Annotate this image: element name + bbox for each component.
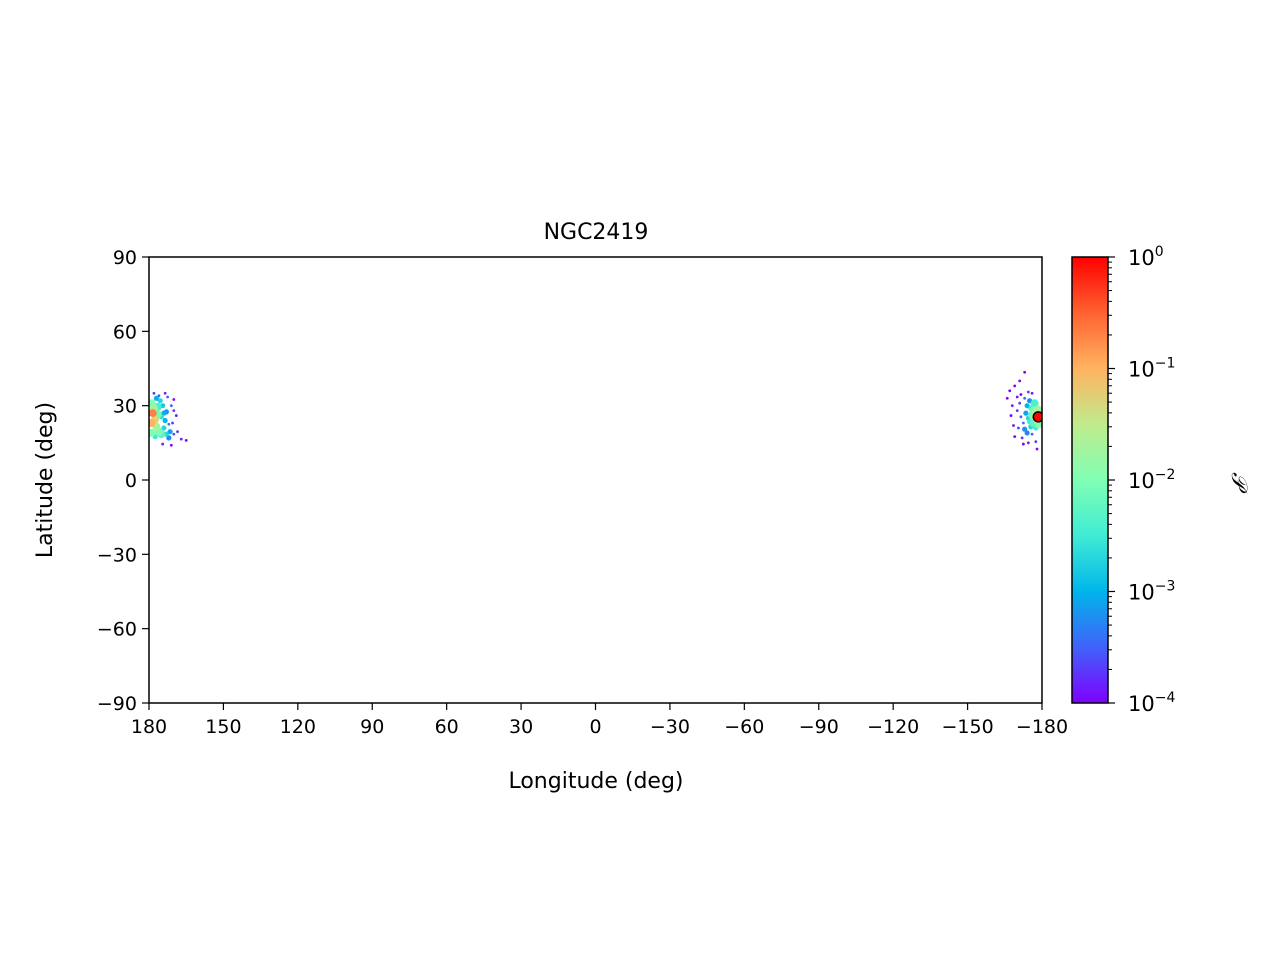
y-tick-label: 30: [113, 396, 137, 418]
data-point: [1023, 396, 1027, 400]
data-point: [1017, 426, 1020, 430]
data-point: [161, 410, 167, 416]
x-tick-label: −30: [650, 716, 690, 738]
data-point: [1005, 396, 1009, 400]
data-point: [1012, 424, 1015, 427]
data-point: [1024, 403, 1030, 409]
x-tick-label: 60: [435, 716, 459, 738]
x-axis-label: Longitude (deg): [508, 769, 683, 794]
chart-title: NGC2419: [544, 220, 649, 245]
data-point: [166, 395, 170, 399]
data-point: [161, 442, 165, 446]
peak-point: [1032, 411, 1042, 423]
data-point: [1021, 442, 1025, 446]
data-point: [172, 432, 176, 436]
y-tick-label: −60: [97, 619, 137, 641]
x-tick-label: −60: [724, 716, 764, 738]
data-point: [179, 437, 183, 441]
x-tick-label: 90: [360, 716, 384, 738]
data-point: [163, 391, 167, 395]
data-point: [1015, 409, 1019, 413]
y-tick-label: −90: [97, 693, 137, 715]
x-tick-label: 0: [589, 716, 601, 738]
colorbar-label: 𝒫: [1226, 472, 1251, 494]
x-tick-label: 150: [205, 716, 241, 738]
data-point: [167, 422, 171, 426]
y-tick-label: 60: [113, 321, 137, 343]
data-point: [1034, 440, 1038, 443]
data-point: [153, 395, 160, 401]
data-point: [1030, 391, 1034, 395]
x-tick-label: −150: [941, 716, 993, 738]
y-axis: 90 60 30 0 −30 −60 −90: [97, 247, 149, 715]
data-point: [161, 425, 167, 431]
data-point: [1030, 399, 1039, 408]
data-point: [1023, 410, 1029, 416]
data-point: [162, 417, 168, 424]
data-point: [172, 409, 176, 413]
data-point: [1030, 432, 1034, 436]
data-point: [1024, 430, 1030, 436]
colorbar-tick-label: 10−1: [1128, 356, 1175, 382]
colorbar-tick-label: 10−4: [1128, 690, 1175, 716]
plot-frame: [148, 256, 1043, 704]
data-point: [1015, 395, 1019, 399]
data-point: [171, 421, 174, 425]
y-tick-label: 0: [125, 470, 137, 492]
data-point: [152, 391, 156, 395]
data-point: [1008, 389, 1012, 393]
y-tick-label: 90: [113, 247, 137, 269]
data-point: [169, 404, 173, 408]
colorbar-tick-label: 10−3: [1128, 579, 1175, 605]
y-axis-label: Latitude (deg): [33, 402, 58, 558]
data-point: [1009, 414, 1013, 417]
data-point: [1010, 404, 1014, 408]
data-point: [157, 398, 163, 404]
data-point: [166, 435, 172, 441]
data-point: [1023, 370, 1027, 374]
data-point: [1019, 393, 1023, 396]
data-point: [1026, 390, 1030, 394]
x-axis: 180 150 120 90 60 30 0 −30 −60 −90 −120 −150 −180: [131, 703, 1068, 738]
x-tick-label: 30: [509, 716, 533, 738]
data-point: [1022, 426, 1028, 432]
colorbar-ticks: 10−4 10−3 10−2 10−1 100: [1108, 244, 1175, 716]
y-tick-label: −30: [97, 544, 137, 566]
data-point: [184, 438, 188, 442]
colorbar-tick-label: 100: [1128, 244, 1164, 270]
data-point: [172, 398, 176, 401]
x-tick-label: 180: [131, 716, 167, 738]
data-point: [1018, 401, 1022, 405]
data-point: [169, 443, 173, 447]
data-point: [149, 419, 156, 428]
data-point: [1013, 384, 1017, 388]
data-point: [1035, 447, 1039, 451]
x-tick-label: 120: [280, 716, 316, 738]
data-point: [1021, 421, 1025, 425]
colorbar: [1071, 256, 1109, 704]
data-point: [174, 414, 178, 417]
scatter-points: [149, 370, 1042, 451]
data-point: [1020, 436, 1024, 440]
data-point: [149, 428, 156, 437]
colorbar-tick-label: 10−2: [1128, 467, 1175, 493]
data-point: [176, 430, 179, 434]
data-point: [1013, 435, 1017, 439]
data-point: [1026, 441, 1030, 445]
data-point: [167, 429, 173, 435]
x-tick-label: −90: [799, 716, 839, 738]
data-point: [1019, 415, 1023, 419]
x-tick-label: −120: [867, 716, 919, 738]
data-point: [1018, 379, 1022, 383]
x-tick-label: −180: [1016, 716, 1068, 738]
data-point: [149, 409, 157, 418]
